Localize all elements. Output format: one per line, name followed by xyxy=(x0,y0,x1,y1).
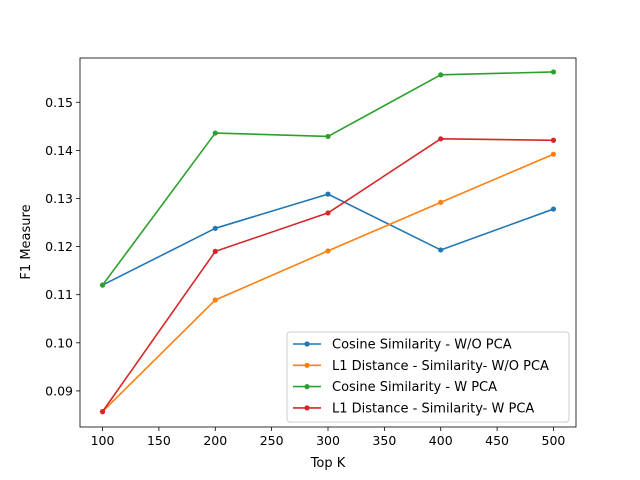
x-tick-label: 100 xyxy=(91,433,115,448)
legend-label-1: Cosine Similarity - W/O PCA xyxy=(332,338,512,353)
y-tick-label: 0.11 xyxy=(45,287,73,302)
x-tick-label: 200 xyxy=(203,433,227,448)
y-axis-label: F1 Measure xyxy=(19,204,34,279)
x-tick-label: 400 xyxy=(429,433,453,448)
x-tick-label: 250 xyxy=(260,433,284,448)
x-axis-label: Top K xyxy=(310,456,346,471)
series-point-4 xyxy=(325,210,331,216)
series-point-2 xyxy=(438,199,444,205)
x-tick-label: 300 xyxy=(316,433,340,448)
legend-label-3: Cosine Similarity - W PCA xyxy=(332,380,497,395)
series-point-1 xyxy=(550,206,557,212)
x-tick-label: 450 xyxy=(485,433,509,448)
legend-label-2: L1 Distance - Similarity- W/O PCA xyxy=(332,359,549,374)
series-layer xyxy=(99,69,557,415)
legend-marker-3 xyxy=(304,384,310,390)
series-point-3 xyxy=(99,282,106,288)
legend-label-4: L1 Distance - Similarity- W PCA xyxy=(332,401,534,416)
series-point-2 xyxy=(325,248,331,254)
y-tick-label: 0.10 xyxy=(45,335,73,350)
legend-marker-1 xyxy=(304,341,310,347)
series-point-4 xyxy=(438,136,444,142)
series-point-3 xyxy=(212,130,218,136)
series-point-1 xyxy=(212,225,218,231)
series-point-4 xyxy=(212,248,218,255)
x-tick-label: 150 xyxy=(147,433,171,448)
y-tick-label: 0.09 xyxy=(45,383,73,398)
series-point-4 xyxy=(99,409,106,415)
y-tick-label: 0.14 xyxy=(45,143,73,158)
series-point-1 xyxy=(325,191,331,197)
series-point-2 xyxy=(550,151,557,157)
series-point-3 xyxy=(550,69,557,75)
series-point-3 xyxy=(325,133,331,140)
legend: Cosine Similarity - W/O PCA L1 Distance -… xyxy=(286,331,570,423)
legend-marker-2 xyxy=(304,362,310,368)
x-tick-label: 500 xyxy=(542,433,566,448)
series-point-4 xyxy=(550,137,557,143)
y-axis: 0.09 0.10 0.11 0.12 0.13 0.14 0.15 xyxy=(45,95,80,398)
y-tick-label: 0.13 xyxy=(45,191,73,206)
series-point-3 xyxy=(438,72,444,78)
x-tick-label: 350 xyxy=(372,433,396,448)
legend-marker-4 xyxy=(304,405,310,411)
legend-box xyxy=(286,331,570,423)
y-tick-label: 0.15 xyxy=(45,95,73,110)
series-point-1 xyxy=(438,247,444,253)
x-axis: 100 150 200 250 300 350 400 450 500 xyxy=(91,427,566,448)
series-point-2 xyxy=(212,297,218,303)
y-tick-label: 0.12 xyxy=(45,239,73,254)
